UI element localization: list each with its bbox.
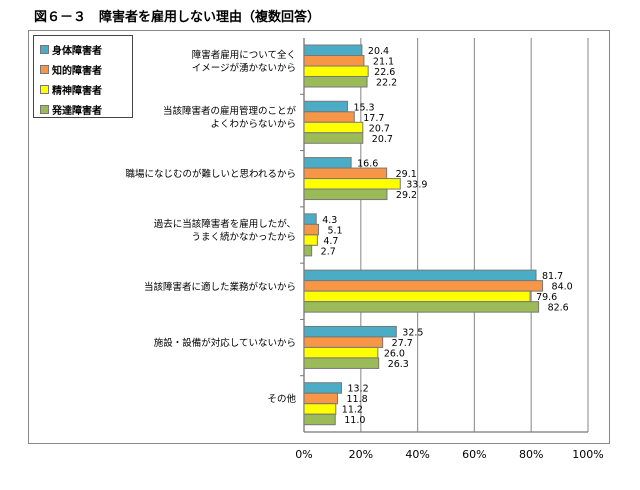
bar-身体障害者 xyxy=(303,100,348,113)
data-label: 26.0 xyxy=(384,348,405,359)
x-tick-label: 80% xyxy=(518,448,544,461)
data-label: 22.2 xyxy=(376,78,397,89)
bar-発達障害者 xyxy=(303,357,380,369)
bar-精神障害者 xyxy=(303,234,318,246)
data-label: 5.1 xyxy=(327,225,342,236)
bar-知的障害者 xyxy=(303,223,319,236)
data-label: 79.6 xyxy=(536,292,557,303)
data-label: 15.3 xyxy=(353,102,374,113)
x-tick-label: 0% xyxy=(295,448,313,461)
legend: 身体障害者知的障害者精神障害者発達障害者 xyxy=(33,35,133,118)
bar-知的障害者 xyxy=(303,111,355,123)
legend-label: 知的障害者 xyxy=(52,66,102,77)
category-label: 職場になじむのが難しいと思われるから xyxy=(125,168,296,181)
category-label: 施設・設備が対応していないから xyxy=(154,337,296,350)
legend-swatch xyxy=(40,45,49,54)
bar-身体障害者 xyxy=(303,269,537,282)
legend-label: 身体障害者 xyxy=(52,46,102,57)
data-label: 82.6 xyxy=(548,303,569,314)
category-label-line: 障害者雇用について全く xyxy=(191,50,296,62)
data-label: 29.2 xyxy=(396,190,417,201)
category-label-line: よくわからないから xyxy=(210,119,296,131)
data-label: 84.0 xyxy=(552,282,573,293)
bar-精神障害者 xyxy=(303,178,401,190)
data-label: 26.3 xyxy=(388,359,409,370)
category-label-line: その他 xyxy=(267,394,296,406)
x-tick-label: 40% xyxy=(405,448,430,461)
data-label: 22.6 xyxy=(374,67,395,78)
bar-知的障害者 xyxy=(303,392,339,405)
chart-frame xyxy=(28,30,610,444)
data-label: 13.2 xyxy=(347,384,368,395)
bar-身体障害者 xyxy=(303,157,352,169)
data-label: 81.7 xyxy=(542,271,563,282)
category-label-line: うまく続かなかったから xyxy=(191,232,296,243)
bar-身体障害者 xyxy=(303,44,363,56)
category-label-line: 職場になじむのが難しいと思われるから xyxy=(125,169,296,181)
legend-item: 知的障害者 xyxy=(40,62,102,77)
bar-身体障害者 xyxy=(303,325,397,338)
data-label: 29.1 xyxy=(396,169,417,180)
bar-発達障害者 xyxy=(303,132,364,144)
bar-発達障害者 xyxy=(303,301,540,313)
bar-知的障害者 xyxy=(303,280,544,292)
category-label: その他 xyxy=(267,393,296,406)
data-label: 20.7 xyxy=(372,134,393,145)
category-label-line: 過去に当該障害者を雇用したが、 xyxy=(153,219,296,230)
category-label-line: 当該障害者に適した業務がないから xyxy=(143,281,296,293)
category-label: 当該障害者の雇用管理のことが よくわからないから xyxy=(163,105,296,131)
data-label: 20.4 xyxy=(368,46,389,57)
data-label: 21.1 xyxy=(373,57,394,68)
bar-発達障害者 xyxy=(303,413,336,426)
legend-label: 発達障害者 xyxy=(52,106,102,117)
bar-知的障害者 xyxy=(303,336,384,348)
legend-item: 身体障害者 xyxy=(40,42,102,57)
bar-知的障害者 xyxy=(303,167,388,180)
x-tick-label: 20% xyxy=(348,448,374,461)
bar-精神障害者 xyxy=(303,346,379,359)
data-label: 17.7 xyxy=(363,113,384,124)
data-label: 11.8 xyxy=(347,394,368,405)
data-label: 33.9 xyxy=(406,180,427,191)
data-label: 4.3 xyxy=(322,215,337,226)
bar-精神障害者 xyxy=(303,121,364,134)
legend-item: 精神障害者 xyxy=(40,82,102,97)
bar-精神障害者 xyxy=(303,290,531,303)
bar-発達障害者 xyxy=(303,188,388,201)
data-label: 16.6 xyxy=(357,159,378,170)
legend-label: 精神障害者 xyxy=(52,86,102,97)
bar-身体障害者 xyxy=(303,382,342,394)
data-label: 27.7 xyxy=(392,338,413,349)
bar-精神障害者 xyxy=(303,403,337,415)
data-label: 4.7 xyxy=(323,236,338,247)
bar-身体障害者 xyxy=(303,213,317,225)
legend-item: 発達障害者 xyxy=(40,102,102,117)
data-label: 32.5 xyxy=(402,327,423,338)
x-tick-label: 60% xyxy=(462,448,487,461)
data-label: 11.2 xyxy=(342,405,363,416)
bar-発達障害者 xyxy=(303,76,368,88)
category-label: 当該障害者に適した業務がないから xyxy=(144,281,296,294)
category-label-line: 施設・設備が対応していないから xyxy=(153,338,296,350)
category-label-line: 当該障害者の雇用管理のことが xyxy=(162,106,296,118)
legend-swatch xyxy=(40,65,49,74)
category-label: 過去に当該障害者を雇用したが、うまく続かなかったから xyxy=(154,218,296,244)
legend-swatch xyxy=(40,105,49,114)
category-label-line: イメージが湧かないから xyxy=(191,63,296,75)
bar-精神障害者 xyxy=(303,65,369,77)
chart-title: 図６－３ 障害者を雇用しない理由（複数回答） xyxy=(34,10,321,25)
bar-知的障害者 xyxy=(303,55,365,67)
bar-発達障害者 xyxy=(303,244,313,257)
legend-swatch xyxy=(40,85,49,94)
data-label: 11.0 xyxy=(344,415,365,426)
data-label: 2.7 xyxy=(321,246,336,257)
x-tick-label: 100% xyxy=(572,448,604,461)
data-label: 20.7 xyxy=(369,123,390,134)
category-label: 障害者雇用について全く イメージが湧かないから xyxy=(192,49,296,75)
